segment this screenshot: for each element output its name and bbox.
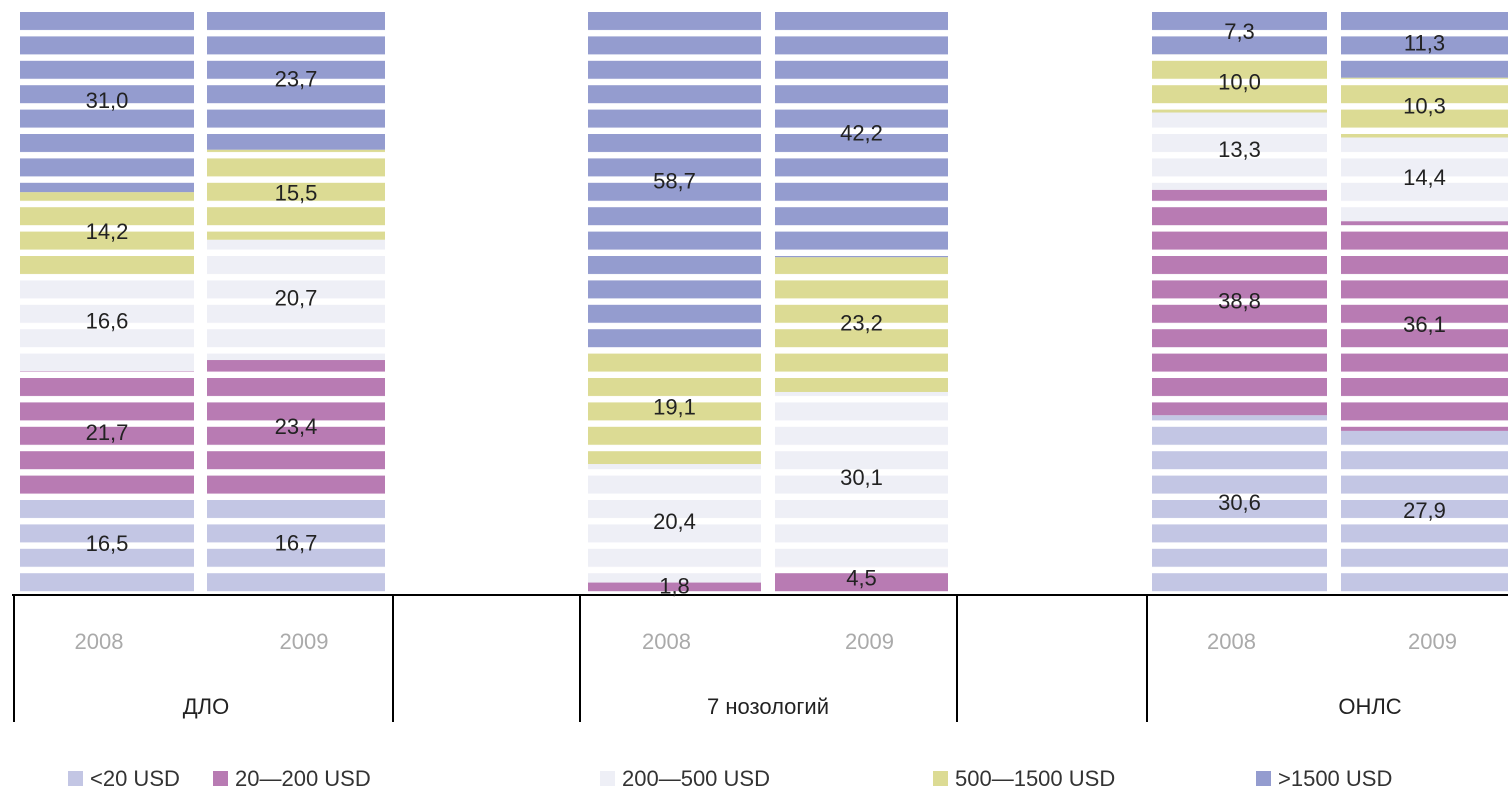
group-label: ДЛО bbox=[183, 694, 229, 719]
value-label: 20,7 bbox=[275, 286, 318, 311]
value-label: 13,3 bbox=[1218, 137, 1261, 162]
group-label: ОНЛС bbox=[1338, 694, 1401, 719]
value-label: 16,6 bbox=[86, 309, 129, 334]
value-label: 30,6 bbox=[1218, 490, 1261, 515]
bar-stripes bbox=[1152, 12, 1327, 593]
value-label: 15,5 bbox=[275, 181, 318, 206]
value-label: 10,0 bbox=[1218, 69, 1261, 94]
legend-swatch bbox=[68, 771, 83, 786]
value-label: 31,0 bbox=[86, 88, 129, 113]
value-label: 19,1 bbox=[653, 394, 696, 419]
value-label: 23,4 bbox=[275, 414, 318, 439]
axis-frame bbox=[12, 594, 1508, 722]
group-label: 7 нозологий bbox=[707, 694, 829, 719]
value-label: 14,4 bbox=[1403, 165, 1446, 190]
x-tick-label: 2008 bbox=[75, 629, 124, 654]
x-tick-label: 2009 bbox=[845, 629, 894, 654]
value-label: 36,1 bbox=[1403, 312, 1446, 337]
legend-swatch bbox=[213, 771, 228, 786]
legend-swatch bbox=[600, 771, 615, 786]
legend-label: 200—500 USD bbox=[622, 766, 770, 791]
value-label: 21,7 bbox=[86, 420, 129, 445]
value-label: 14,2 bbox=[86, 219, 129, 244]
legend-label: 500—1500 USD bbox=[955, 766, 1115, 791]
x-tick-label: 2008 bbox=[642, 629, 691, 654]
value-label: 23,2 bbox=[840, 310, 883, 335]
value-label: 58,7 bbox=[653, 168, 696, 193]
value-label: 1,8 bbox=[659, 574, 690, 599]
bar-stripes bbox=[588, 12, 761, 593]
value-label: 16,7 bbox=[275, 530, 318, 555]
value-label: 38,8 bbox=[1218, 288, 1261, 313]
legend-swatch bbox=[1256, 771, 1271, 786]
bar-stripes bbox=[207, 12, 385, 593]
bar-stripes bbox=[1341, 12, 1508, 593]
legend-label: <20 USD bbox=[90, 766, 180, 791]
value-label: 30,1 bbox=[840, 465, 883, 490]
x-tick-label: 2009 bbox=[1408, 629, 1457, 654]
bar-stripes bbox=[775, 12, 948, 593]
value-label: 16,5 bbox=[86, 531, 129, 556]
value-label: 10,3 bbox=[1403, 93, 1446, 118]
legend-swatch bbox=[933, 771, 948, 786]
value-label: 7,3 bbox=[1224, 19, 1255, 44]
bar-stripes bbox=[20, 12, 194, 593]
legend-label: >1500 USD bbox=[1278, 766, 1392, 791]
value-label: 23,7 bbox=[275, 67, 318, 92]
value-label: 4,5 bbox=[846, 566, 877, 591]
x-tick-label: 2009 bbox=[280, 629, 329, 654]
value-label: 27,9 bbox=[1403, 498, 1446, 523]
value-label: 42,2 bbox=[840, 120, 883, 145]
x-tick-label: 2008 bbox=[1207, 629, 1256, 654]
value-label: 11,3 bbox=[1404, 31, 1445, 56]
value-label: 20,4 bbox=[653, 509, 696, 534]
legend-label: 20—200 USD bbox=[235, 766, 371, 791]
